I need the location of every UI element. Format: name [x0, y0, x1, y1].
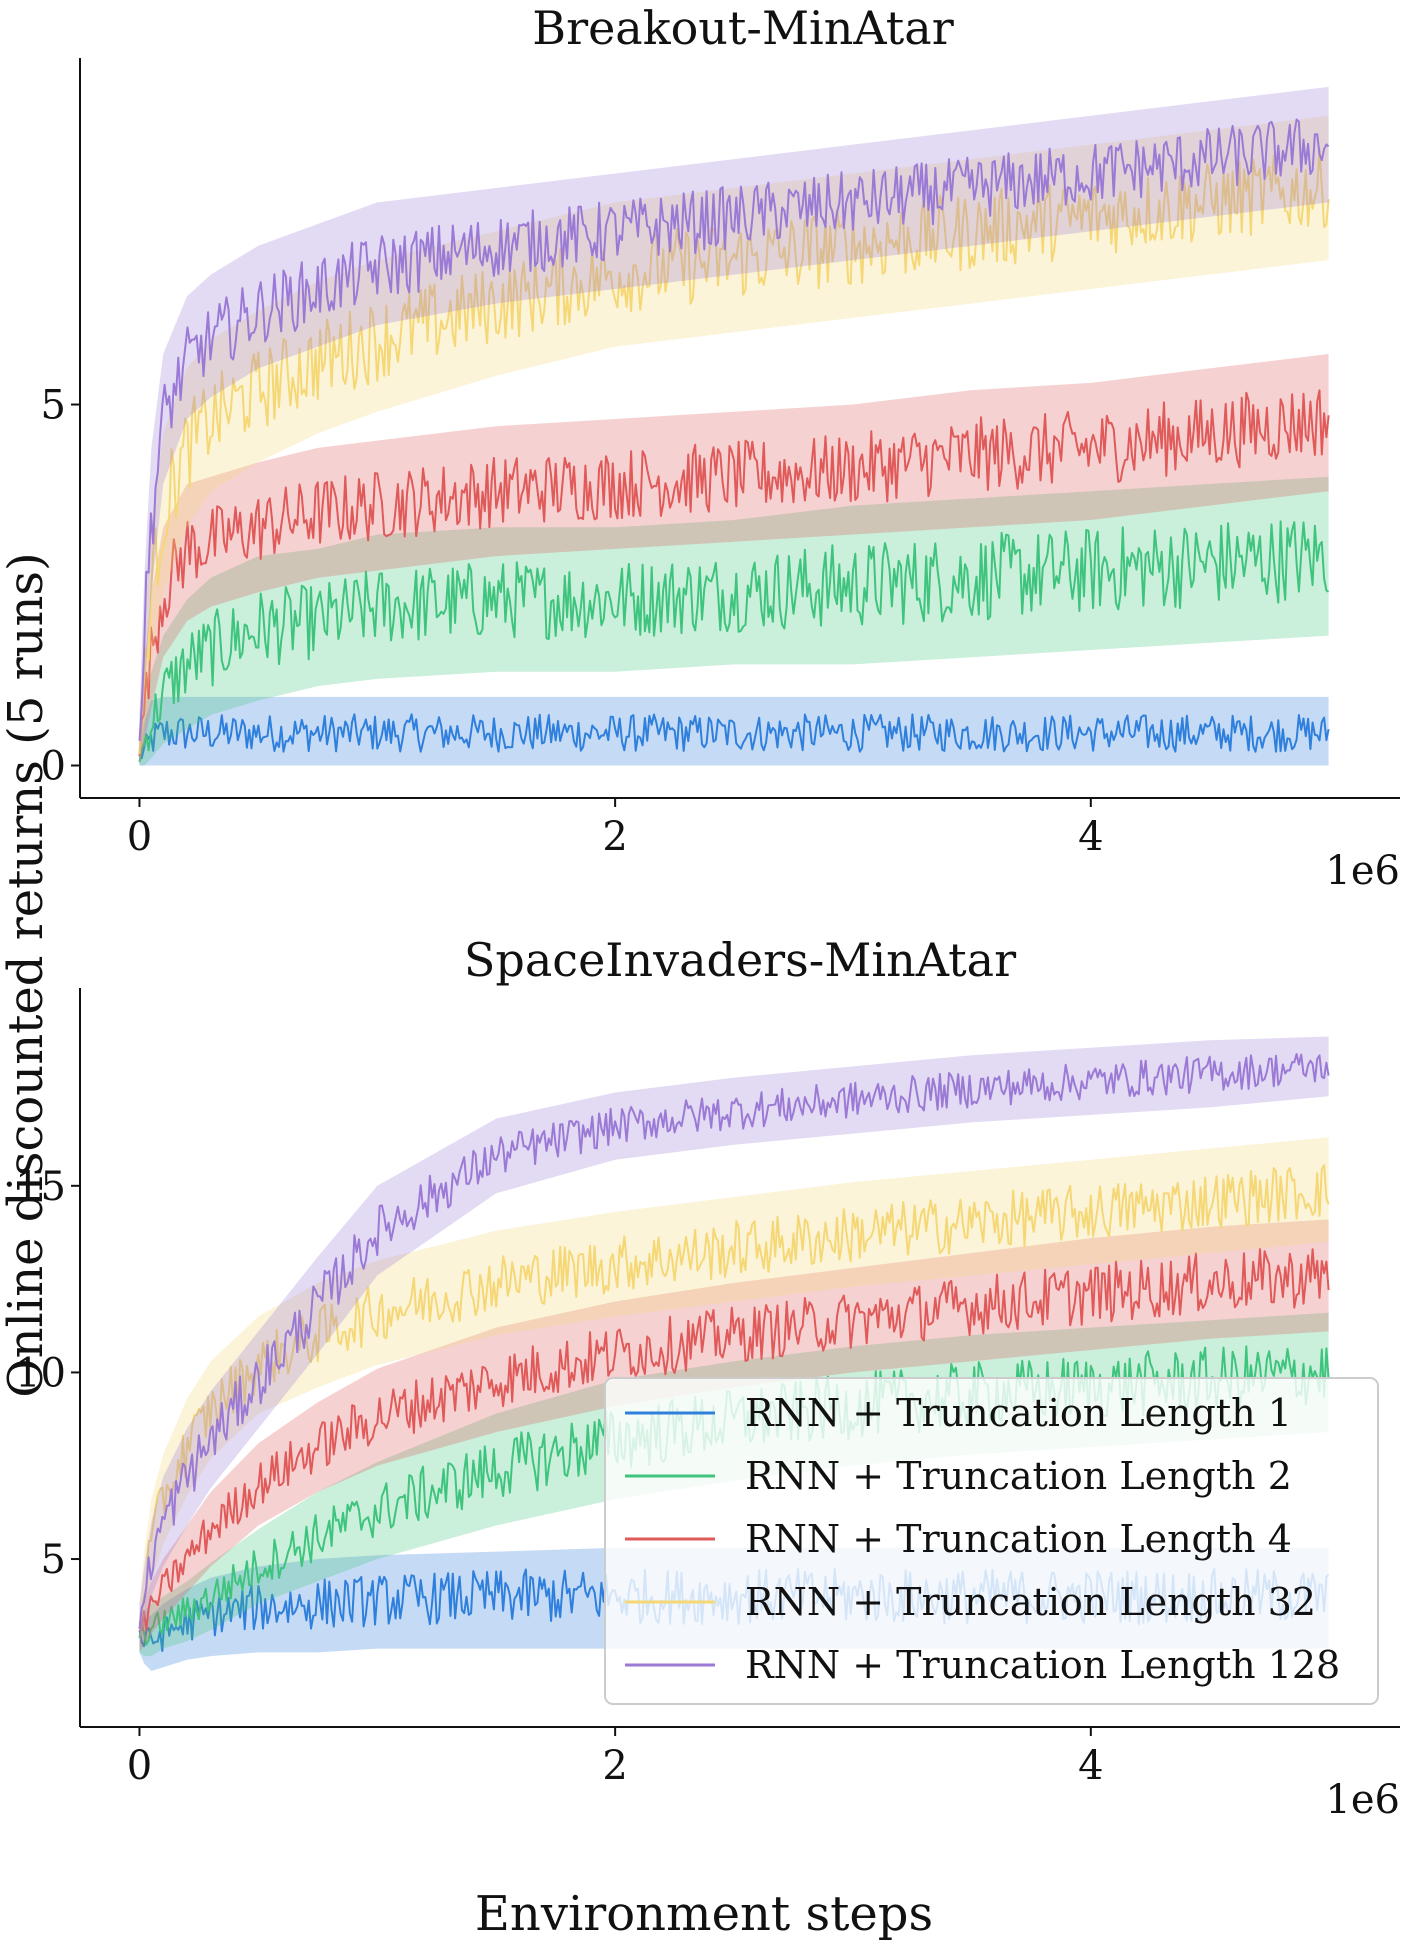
y-ticks: 05 [41, 383, 80, 790]
y-tick-label: 15 [15, 1164, 66, 1210]
series-len4 [139, 1219, 1330, 1653]
x-tick-label: 4 [1078, 814, 1103, 860]
legend-label: RNN + Truncation Length 2 [745, 1454, 1292, 1498]
x-tick-label: 0 [127, 1743, 152, 1789]
x-tick-label: 2 [602, 1743, 627, 1789]
x-tick-label: 4 [1078, 1743, 1103, 1789]
series-line [138, 1053, 1330, 1630]
series-line [138, 148, 1330, 754]
y-ticks: 5 10 15 [15, 1164, 80, 1583]
x-ticks: 0 2 4 [127, 798, 1104, 860]
confidence-band [139, 1137, 1329, 1649]
legend-entries: RNN + Truncation Length 1 RNN + Truncatio… [625, 1391, 1340, 1687]
x-tick-label: 0 [127, 814, 152, 860]
confidence-band [139, 1036, 1329, 1649]
legend-label: RNN + Truncation Length 32 [745, 1580, 1316, 1624]
legend-entry: RNN + Truncation Length 32 [625, 1580, 1316, 1624]
x-tick-label: 2 [602, 814, 627, 860]
y-tick-label: 5 [41, 383, 66, 429]
legend: RNN + Truncation Length 1 RNN + Truncatio… [604, 1377, 1379, 1705]
x-scale-label: 1e6 [1325, 1777, 1400, 1823]
series-line [138, 713, 1330, 760]
y-tick-label: 0 [41, 744, 66, 790]
legend-entry: RNN + Truncation Length 4 [625, 1517, 1292, 1561]
confidence-band [139, 1219, 1329, 1653]
x-axis-label: Environment steps [475, 1886, 933, 1942]
series-line [138, 118, 1330, 741]
y-axis-label: Online discounted returns (5 runs) [0, 552, 54, 1398]
y-tick-label: 5 [41, 1537, 66, 1583]
series-line [138, 520, 1330, 763]
legend-label: RNN + Truncation Length 1 [745, 1391, 1292, 1435]
confidence-band [139, 476, 1329, 766]
series-len4 [138, 354, 1330, 766]
confidence-band [139, 354, 1329, 766]
legend-entry: RNN + Truncation Length 2 [625, 1454, 1292, 1498]
legend-entry: RNN + Truncation Length 128 [625, 1643, 1340, 1687]
series-len2 [138, 476, 1330, 766]
legend-label: RNN + Truncation Length 128 [745, 1643, 1340, 1687]
series-len32 [138, 1137, 1330, 1649]
x-scale-label: 1e6 [1325, 848, 1400, 894]
legend-label: RNN + Truncation Length 4 [745, 1517, 1292, 1561]
series-len1 [138, 696, 1330, 766]
series-len32 [138, 115, 1330, 766]
series-line [139, 1248, 1330, 1632]
x-ticks: 0 2 4 [127, 1727, 1104, 1789]
series-line [138, 1164, 1330, 1625]
y-tick-label: 10 [15, 1350, 66, 1396]
legend-box [604, 1377, 1379, 1705]
chart-title: Breakout-MinAtar [532, 1, 953, 55]
series-layer [138, 86, 1330, 766]
confidence-band [139, 115, 1329, 766]
series-len128 [138, 86, 1330, 766]
series-len128 [138, 1036, 1330, 1649]
chart-title: SpaceInvaders-MinAtar [464, 933, 1016, 987]
panel-spaceinvaders: SpaceInvaders-MinAtar 0 2 4 5 10 15 1e6 RNN … [15, 933, 1400, 1823]
series-line [138, 389, 1330, 757]
legend-entry: RNN + Truncation Length 1 [625, 1391, 1292, 1435]
